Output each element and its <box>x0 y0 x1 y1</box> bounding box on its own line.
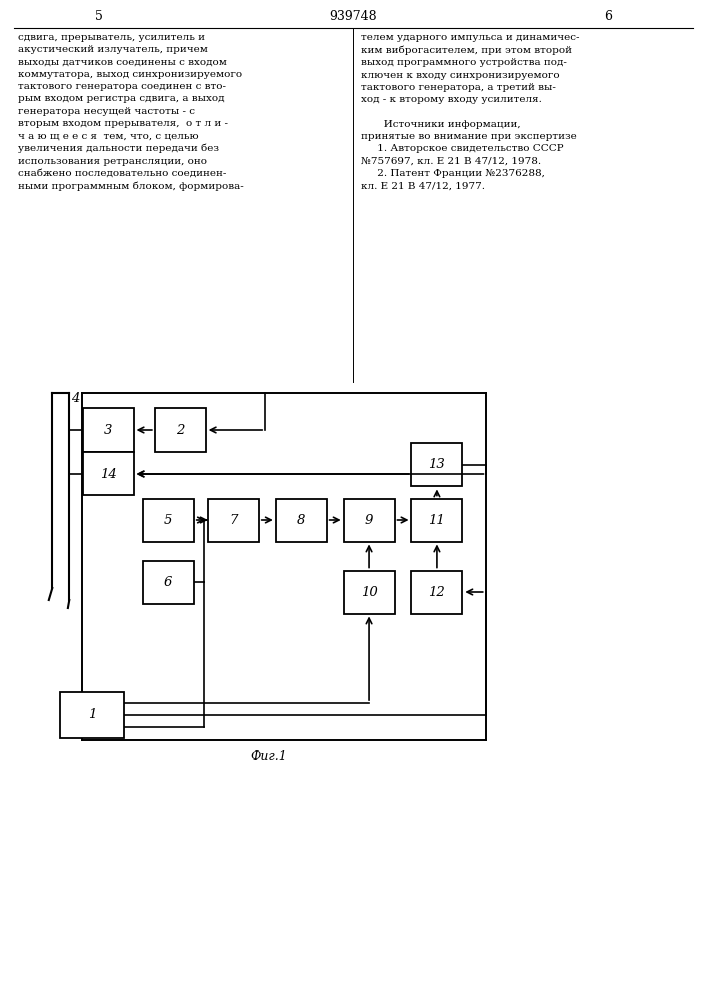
Bar <box>83 452 134 495</box>
Bar <box>344 499 395 542</box>
Bar <box>60 692 124 738</box>
Text: 10: 10 <box>361 585 378 598</box>
Bar <box>83 408 134 452</box>
Bar <box>276 499 327 542</box>
Bar <box>143 560 194 604</box>
Text: 13: 13 <box>428 458 445 472</box>
Text: 14: 14 <box>100 468 117 481</box>
Text: телем ударного импульса и динамичес-
ким виброгасителем, при этом второй
выход п: телем ударного импульса и динамичес- ким… <box>361 33 579 190</box>
Text: 2: 2 <box>176 424 185 436</box>
Text: 7: 7 <box>229 514 238 526</box>
Text: 5: 5 <box>95 10 103 23</box>
Text: 6: 6 <box>604 10 612 23</box>
Bar <box>344 570 395 614</box>
Text: 9: 9 <box>365 514 373 526</box>
Text: сдвига, прерыватель, усилитель и
акустический излучатель, причем
выходы датчиков: сдвига, прерыватель, усилитель и акустич… <box>18 33 243 191</box>
Text: 12: 12 <box>428 585 445 598</box>
Text: 1: 1 <box>88 708 96 722</box>
Bar <box>143 499 194 542</box>
Bar <box>411 443 462 486</box>
Text: 3: 3 <box>104 424 112 436</box>
Text: 939748: 939748 <box>329 10 378 23</box>
Bar <box>411 499 462 542</box>
Text: 11: 11 <box>428 514 445 526</box>
Bar <box>208 499 259 542</box>
Text: Фиг.1: Фиг.1 <box>250 750 287 763</box>
Text: 4: 4 <box>71 392 80 405</box>
Text: 6: 6 <box>164 576 173 588</box>
Bar <box>155 408 206 452</box>
Text: 5: 5 <box>164 514 173 526</box>
Bar <box>411 570 462 614</box>
Text: 8: 8 <box>297 514 305 526</box>
